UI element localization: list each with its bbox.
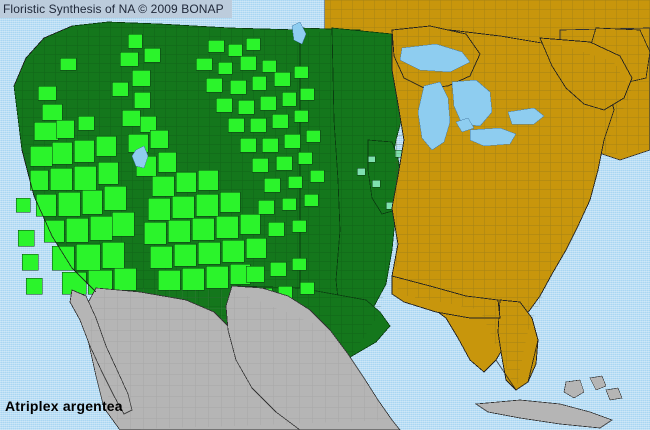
lake-michigan	[417, 81, 451, 151]
bahamas-2	[589, 375, 607, 391]
saginaw-bay	[455, 117, 475, 133]
lake-winnipeg	[291, 21, 307, 45]
lake-erie	[469, 127, 517, 147]
counties-present-bright-green	[15, 33, 325, 343]
region-no-data-gray	[69, 285, 623, 430]
bahamas-3	[605, 387, 623, 401]
lake-huron	[451, 79, 493, 127]
bahamas-1	[563, 379, 585, 399]
title-banner-text: Floristic Synthesis of NA © 2009 BONAP	[3, 2, 224, 16]
species-name-label: Atriplex argentea	[5, 398, 123, 414]
title-banner: Floristic Synthesis of NA © 2009 BONAP	[0, 0, 232, 18]
region-us-east-absent	[391, 25, 633, 391]
great-lakes	[399, 43, 545, 151]
great-salt-lake	[131, 145, 149, 169]
lake-superior	[399, 43, 471, 73]
lake-ontario	[507, 107, 545, 125]
cuba	[474, 399, 613, 429]
coastlines	[13, 25, 539, 391]
